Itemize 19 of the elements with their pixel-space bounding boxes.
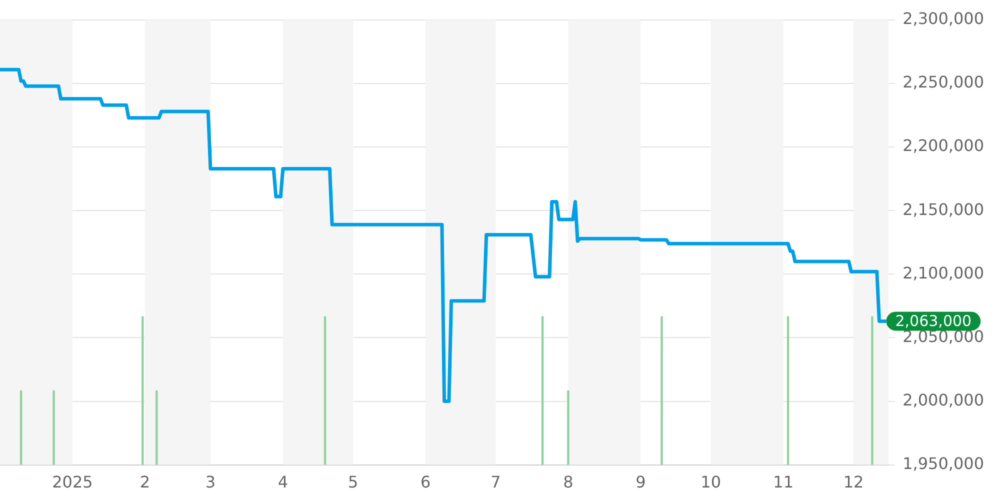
x-tick-label: 2 xyxy=(140,472,150,492)
y-tick-label: 2,000,000 xyxy=(902,390,984,410)
y-tick-label: 2,250,000 xyxy=(902,72,984,92)
x-tick-label: 3 xyxy=(205,472,216,492)
x-tick-label: 9 xyxy=(636,472,646,492)
y-tick-label: 1,950,000 xyxy=(902,454,984,473)
x-tick-label: 8 xyxy=(563,472,574,492)
y-tick-label: 2,150,000 xyxy=(902,200,984,219)
x-tick-label: 4 xyxy=(278,472,288,492)
y-tick-label: 2,200,000 xyxy=(902,136,984,156)
x-tick-label: 2025 xyxy=(52,472,93,492)
y-tick-label: 2,100,000 xyxy=(902,263,984,282)
y-tick-label: 2,300,000 xyxy=(902,9,984,28)
x-tick-label: 7 xyxy=(490,472,501,492)
x-tick-label: 5 xyxy=(348,472,358,492)
x-tick-label: 11 xyxy=(773,472,794,492)
x-tick-label: 6 xyxy=(420,472,431,492)
x-tick-label: 10 xyxy=(700,472,722,492)
x-tick-label: 12 xyxy=(843,472,864,492)
